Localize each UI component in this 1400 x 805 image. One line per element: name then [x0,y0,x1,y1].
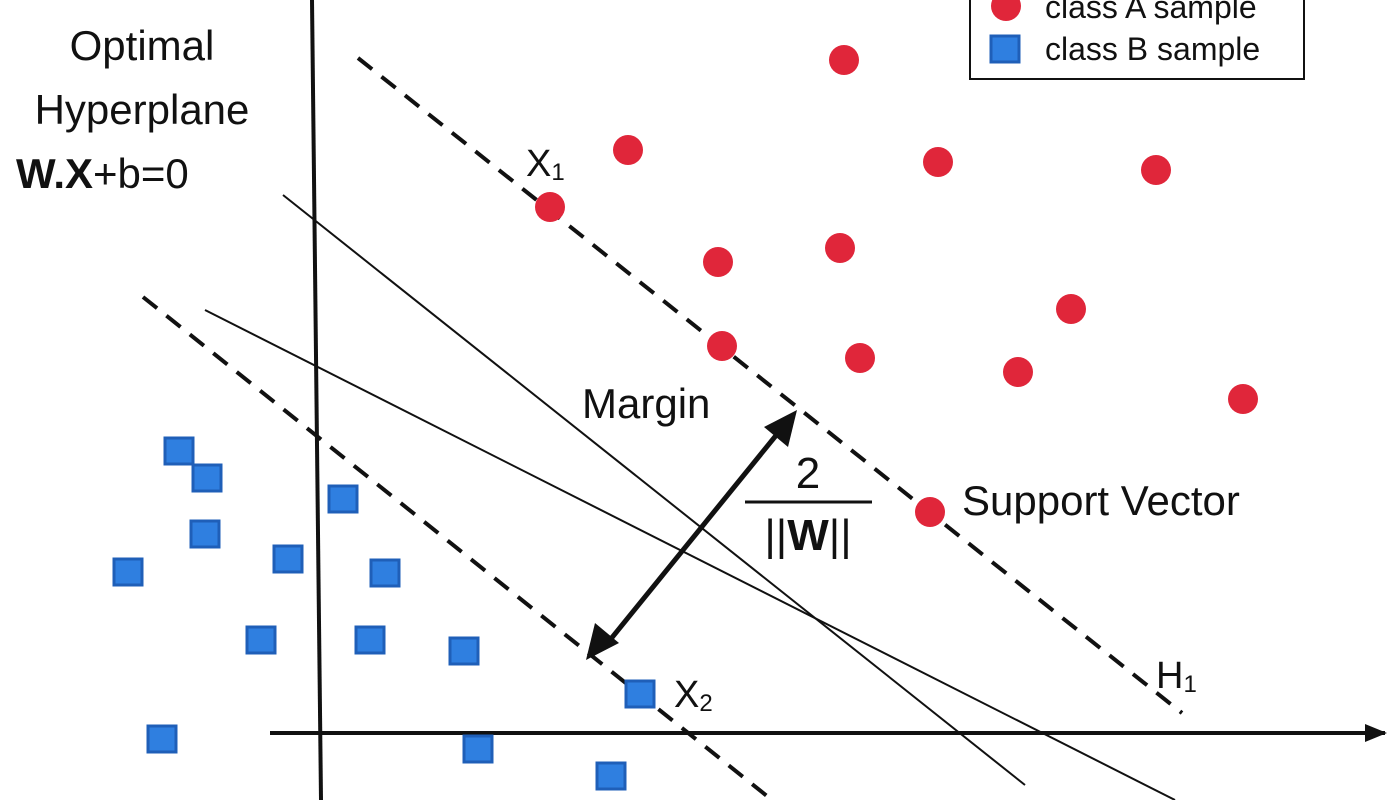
denominator-left: || [764,511,787,560]
margin-double-arrow [608,431,780,642]
x2-label-main: X [674,674,699,716]
class-a-point [707,331,737,361]
x2-label: X2 [674,674,713,717]
class-a-point [825,233,855,263]
class-b-point [146,724,178,754]
x1-label-main: X [526,143,551,185]
class-b-point [624,679,656,709]
legend-class-a-label: class A sample [1045,0,1257,25]
candidate-line-1 [282,194,1026,786]
margin-fraction-denominator: ||W|| [764,511,851,560]
class-a-point [613,135,643,165]
denominator-bold: W [787,511,829,560]
hyperplane-equation: W.X+b=0 [16,150,189,197]
class-b-points [112,436,656,791]
hyperplane-label-line1: Optimal [70,22,215,69]
class-b-point [191,463,223,493]
class-b-point [163,436,195,466]
class-b-point [189,519,221,549]
class-b-point [327,484,359,514]
margin-boundary-h1 [356,56,1184,715]
class-a-point [1228,384,1258,414]
class-a-point [1056,294,1086,324]
support-vector-point [915,497,945,527]
hyperplane-label-line2: Hyperplane [35,86,250,133]
class-b-point [462,734,494,764]
legend-class-b-label: class B sample [1045,31,1260,67]
class-a-point [829,45,859,75]
margin-label: Margin [582,380,710,427]
x1-label: X1 [526,143,565,186]
legend: class A sample class B sample [969,0,1305,80]
x1-label-sub: 1 [551,159,564,186]
hyperplane-equation-rest: +b=0 [93,150,189,197]
h1-label-main: H [1156,655,1183,697]
class-a-point [1003,357,1033,387]
class-a-points [535,45,1258,527]
class-a-point [1141,155,1171,185]
hyperplane-equation-bold: W.X [16,150,93,197]
margin-fraction-numerator: 2 [796,449,820,498]
class-b-point [245,625,277,655]
margin-arrowhead-bottom [586,623,619,660]
class-a-point [845,343,875,373]
class-b-point [354,625,386,655]
margin-arrowhead-top [764,410,797,447]
candidate-line-2 [204,309,1176,801]
h1-label: H1 [1156,655,1197,698]
y-axis [310,0,323,801]
legend-class-b-swatch [989,34,1021,64]
x2-label-sub: 2 [699,690,712,717]
class-a-point [703,247,733,277]
class-b-point [595,761,627,791]
legend-class-a-swatch [991,0,1021,21]
class-a-point [923,147,953,177]
h1-label-sub: 1 [1183,671,1196,698]
denominator-right: || [829,511,852,560]
margin-boundary-h2 [141,295,774,802]
class-b-point [272,544,304,574]
class-b-point [369,558,401,588]
class-b-point [112,557,144,587]
class-b-point [448,636,480,666]
support-vector-label: Support Vector [962,477,1240,524]
class-a-point [535,192,565,222]
legend-box [969,0,1305,80]
